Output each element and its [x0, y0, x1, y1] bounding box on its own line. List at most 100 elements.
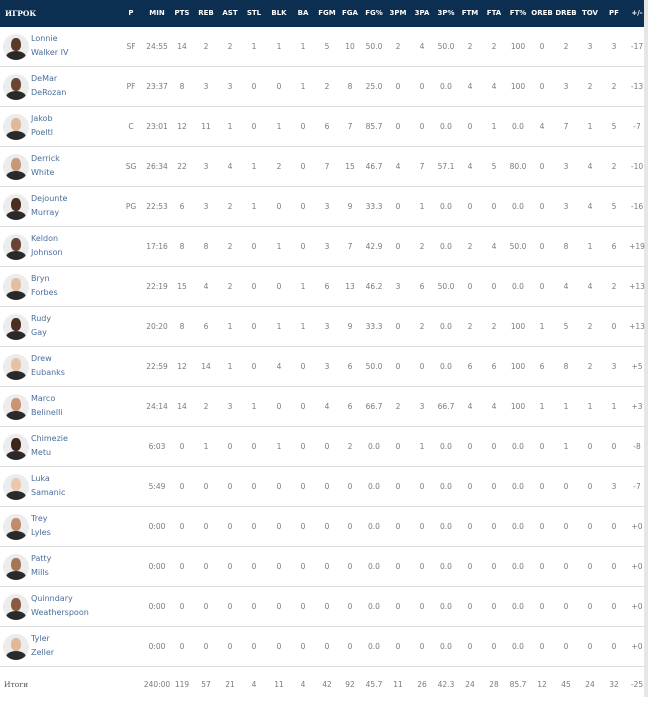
- player-last-name[interactable]: Mills: [31, 568, 49, 577]
- player-first-name[interactable]: Keldon: [31, 234, 59, 243]
- player-avatar[interactable]: [3, 634, 29, 660]
- player-name-link[interactable]: Bryn Forbes: [31, 272, 58, 300]
- player-avatar[interactable]: [3, 74, 29, 100]
- cell-p: [117, 427, 145, 466]
- column-header-dreb[interactable]: DREB: [555, 9, 577, 17]
- player-name-link[interactable]: Patty Mills: [31, 552, 51, 580]
- player-last-name[interactable]: Metu: [31, 448, 52, 457]
- player-first-name[interactable]: Bryn: [31, 274, 50, 283]
- column-header-3pa[interactable]: 3PA: [414, 9, 430, 17]
- column-header-3p-pct[interactable]: 3P%: [437, 9, 455, 17]
- player-first-name[interactable]: Patty: [31, 554, 52, 563]
- player-name-link[interactable]: Rudy Gay: [31, 312, 51, 340]
- column-header-p[interactable]: P: [128, 9, 134, 17]
- column-header-ast[interactable]: AST: [222, 9, 238, 17]
- player-first-name[interactable]: Marco: [31, 394, 56, 403]
- player-name-link[interactable]: Drew Eubanks: [31, 352, 65, 380]
- player-avatar[interactable]: [3, 554, 29, 580]
- column-header-fga[interactable]: FGA: [342, 9, 358, 17]
- cell-fga: 0: [347, 602, 353, 611]
- column-header-3pm[interactable]: 3PM: [389, 9, 407, 17]
- player-first-name[interactable]: Chimezie: [31, 434, 68, 443]
- player-first-name[interactable]: Lonnie: [31, 34, 58, 43]
- player-last-name[interactable]: Eubanks: [31, 368, 65, 377]
- column-header-player[interactable]: ИГРОК: [5, 9, 37, 18]
- column-header-reb[interactable]: REB: [198, 9, 214, 17]
- column-header-min[interactable]: MIN: [149, 9, 165, 17]
- cell-pf: 0: [611, 522, 617, 531]
- player-avatar[interactable]: [3, 114, 29, 140]
- player-avatar[interactable]: [3, 314, 29, 340]
- player-first-name[interactable]: Tyler: [31, 634, 50, 643]
- player-last-name[interactable]: Weatherspoon: [31, 608, 89, 617]
- cell-ft-pct: 100: [510, 362, 526, 371]
- player-name-link[interactable]: Quinndary Weatherspoon: [31, 592, 89, 620]
- cell-pts: 12: [177, 362, 187, 371]
- player-name-link[interactable]: Trey Lyles: [31, 512, 51, 540]
- player-avatar[interactable]: [3, 34, 29, 60]
- player-avatar[interactable]: [3, 234, 29, 260]
- player-first-name[interactable]: Derrick: [31, 154, 60, 163]
- column-header-ba[interactable]: BA: [297, 9, 309, 17]
- column-header-stl[interactable]: STL: [246, 9, 262, 17]
- player-name-link[interactable]: DeMar DeRozan: [31, 72, 66, 100]
- player-name-link[interactable]: Lonnie Walker IV: [31, 32, 68, 60]
- player-avatar[interactable]: [3, 594, 29, 620]
- player-first-name[interactable]: Drew: [31, 354, 52, 363]
- column-header-blk[interactable]: BLK: [271, 9, 287, 17]
- column-header-ftm[interactable]: FTM: [461, 9, 479, 17]
- player-last-name[interactable]: Samanic: [31, 488, 66, 497]
- player-last-name[interactable]: Forbes: [31, 288, 58, 297]
- player-last-name[interactable]: Gay: [31, 328, 47, 337]
- column-header-tov[interactable]: TOV: [582, 9, 598, 17]
- player-avatar[interactable]: [3, 154, 29, 180]
- player-first-name[interactable]: Jakob: [31, 114, 53, 123]
- player-avatar[interactable]: [3, 274, 29, 300]
- cell-reb: 3: [203, 202, 209, 211]
- player-name-link[interactable]: Marco Belinelli: [31, 392, 63, 420]
- player-avatar[interactable]: [3, 514, 29, 540]
- column-header-plus-minus[interactable]: +/-: [631, 9, 643, 17]
- column-header-pf[interactable]: PF: [609, 9, 619, 17]
- cell-3p-pct: 0.0: [440, 202, 452, 211]
- player-last-name[interactable]: Lyles: [31, 528, 51, 537]
- player-avatar[interactable]: [3, 434, 29, 460]
- player-last-name[interactable]: DeRozan: [31, 88, 67, 97]
- column-header-oreb[interactable]: OREB: [531, 9, 553, 17]
- column-header-fg-pct[interactable]: FG%: [365, 9, 383, 17]
- player-name-link[interactable]: Chimezie Metu: [31, 432, 68, 460]
- player-avatar[interactable]: [3, 394, 29, 420]
- cell-ba: 0: [300, 642, 306, 651]
- player-name-link[interactable]: Jakob Poeltl: [31, 112, 53, 140]
- player-name-link[interactable]: Dejounte Murray: [31, 192, 67, 220]
- player-last-name[interactable]: Poeltl: [31, 128, 53, 137]
- table-row: Chimezie Metu 6:03 0 1 0 0 1 0 0 2 0.0 0 1 0.0 0 0 0.0 0 1 0…: [0, 427, 644, 467]
- player-avatar[interactable]: [3, 194, 29, 220]
- column-header-fta[interactable]: FTA: [486, 9, 502, 17]
- player-first-name[interactable]: Quinndary: [31, 594, 73, 603]
- player-last-name[interactable]: Johnson: [31, 248, 63, 257]
- player-last-name[interactable]: Belinelli: [31, 408, 63, 417]
- cell-tov: 0: [587, 442, 593, 451]
- player-last-name[interactable]: Walker IV: [31, 48, 69, 57]
- player-name-link[interactable]: Keldon Johnson: [31, 232, 63, 260]
- column-header-pts[interactable]: PTS: [174, 9, 190, 17]
- player-first-name[interactable]: Luka: [31, 474, 50, 483]
- player-name-link[interactable]: Luka Samanic: [31, 472, 65, 500]
- column-header-fgm[interactable]: FGM: [318, 9, 336, 17]
- cell-tov: 4: [587, 282, 593, 291]
- player-last-name[interactable]: White: [31, 168, 55, 177]
- player-first-name[interactable]: Dejounte: [31, 194, 68, 203]
- player-first-name[interactable]: Trey: [31, 514, 48, 523]
- player-name-link[interactable]: Derrick White: [31, 152, 60, 180]
- player-last-name[interactable]: Murray: [31, 208, 60, 217]
- player-name-link[interactable]: Tyler Zeller: [31, 632, 54, 660]
- player-avatar[interactable]: [3, 354, 29, 380]
- cell-stl: 0: [251, 522, 257, 531]
- player-avatar[interactable]: [3, 474, 29, 500]
- column-header-ft-pct[interactable]: FT%: [509, 9, 527, 17]
- player-first-name[interactable]: DeMar: [31, 74, 58, 83]
- player-last-name[interactable]: Zeller: [31, 648, 55, 657]
- player-first-name[interactable]: Rudy: [31, 314, 52, 323]
- cell-ba: 1: [300, 82, 306, 91]
